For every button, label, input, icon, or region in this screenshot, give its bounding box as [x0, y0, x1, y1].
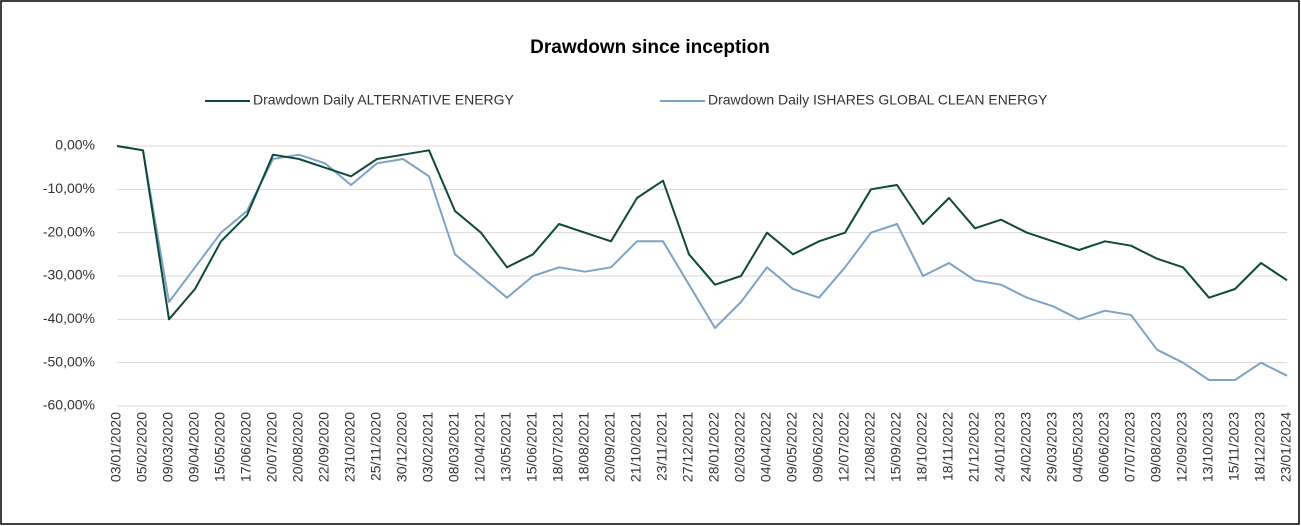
- x-tick-label: 12/08/2022: [862, 412, 878, 482]
- x-tick-label: 18/11/2022: [940, 412, 956, 481]
- legend-label: Drawdown Daily ALTERNATIVE ENERGY: [253, 92, 515, 108]
- x-tick-label: 23/10/2020: [342, 412, 358, 482]
- x-tick-label: 24/01/2023: [992, 412, 1008, 482]
- x-tick-label: 25/11/2020: [368, 412, 384, 481]
- y-tick-label: -60,00%: [43, 397, 95, 413]
- y-tick-label: -20,00%: [43, 223, 95, 239]
- x-tick-label: 21/12/2022: [966, 412, 982, 482]
- x-tick-label: 20/08/2020: [290, 412, 306, 482]
- x-tick-label: 03/02/2021: [420, 412, 436, 482]
- x-tick-label: 02/03/2022: [732, 412, 748, 482]
- x-tick-label: 23/01/2024: [1278, 412, 1294, 482]
- x-tick-label: 23/11/2021: [654, 412, 670, 481]
- x-tick-label: 29/03/2023: [1044, 412, 1060, 482]
- x-tick-label: 18/07/2021: [550, 412, 566, 482]
- x-tick-label: 12/07/2022: [836, 412, 852, 482]
- x-tick-label: 15/11/2023: [1226, 412, 1242, 481]
- x-tick-label: 28/01/2022: [706, 412, 722, 482]
- x-tick-label: 20/07/2020: [264, 412, 280, 482]
- x-tick-label: 18/12/2023: [1252, 412, 1268, 482]
- x-tick-label: 12/09/2023: [1174, 412, 1190, 482]
- x-tick-label: 06/06/2023: [1096, 412, 1112, 482]
- y-tick-label: -10,00%: [43, 180, 95, 196]
- x-tick-label: 05/02/2020: [134, 412, 150, 482]
- x-tick-label: 18/10/2022: [914, 412, 930, 482]
- x-tick-label: 22/09/2020: [316, 412, 332, 482]
- chart-title: Drawdown since inception: [530, 37, 770, 58]
- y-tick-label: -30,00%: [43, 267, 95, 283]
- y-tick-label: 0,00%: [55, 137, 95, 153]
- x-tick-label: 15/05/2020: [212, 412, 228, 482]
- x-tick-label: 24/02/2023: [1018, 412, 1034, 482]
- x-tick-label: 09/06/2022: [810, 412, 826, 482]
- x-tick-label: 21/10/2021: [628, 412, 644, 482]
- x-tick-label: 08/03/2021: [446, 412, 462, 482]
- x-tick-label: 04/05/2023: [1070, 412, 1086, 482]
- x-tick-label: 07/07/2023: [1122, 412, 1138, 482]
- x-tick-label: 15/06/2021: [524, 412, 540, 482]
- x-tick-label: 09/08/2023: [1148, 412, 1164, 482]
- x-tick-label: 13/10/2023: [1200, 412, 1216, 482]
- x-tick-label: 17/06/2020: [238, 412, 254, 482]
- legend-label: Drawdown Daily ISHARES GLOBAL CLEAN ENER…: [708, 92, 1048, 108]
- x-tick-label: 09/03/2020: [160, 412, 176, 482]
- series-line: [116, 145, 1288, 381]
- x-tick-label: 03/01/2020: [108, 412, 124, 482]
- y-tick-label: -50,00%: [43, 353, 95, 369]
- x-tick-label: 12/04/2021: [472, 412, 488, 482]
- x-tick-label: 18/08/2021: [576, 412, 592, 482]
- x-tick-label: 30/12/2020: [394, 412, 410, 482]
- y-tick-label: -40,00%: [43, 310, 95, 326]
- x-tick-label: 15/09/2022: [888, 412, 904, 482]
- x-tick-label: 27/12/2021: [680, 412, 696, 482]
- x-tick-label: 09/04/2020: [186, 412, 202, 482]
- x-tick-label: 09/05/2022: [784, 412, 800, 482]
- x-tick-label: 13/05/2021: [498, 412, 514, 482]
- x-tick-label: 04/04/2022: [758, 412, 774, 482]
- x-tick-label: 20/09/2021: [602, 412, 618, 482]
- series-line: [116, 145, 1288, 321]
